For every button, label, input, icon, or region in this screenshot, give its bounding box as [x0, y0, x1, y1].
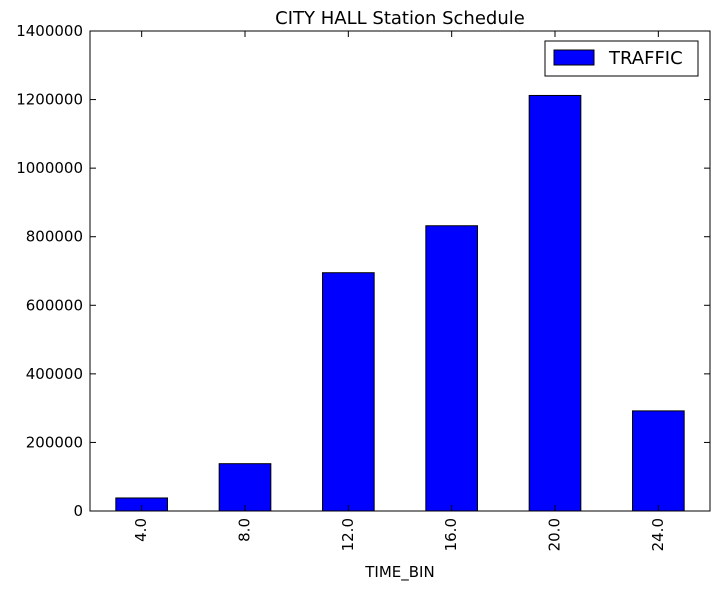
x-tick-label-16.0: 16.0: [442, 518, 460, 551]
y-tick-label-1000000: 1000000: [16, 159, 83, 177]
y-tick-label-600000: 600000: [26, 296, 83, 314]
legend-label: TRAFFIC: [608, 48, 683, 69]
chart-title: CITY HALL Station Schedule: [275, 8, 525, 29]
y-tick-label-800000: 800000: [26, 228, 83, 246]
bar-8.0: [218, 463, 272, 512]
legend-swatch: [553, 49, 595, 66]
x-tick-label-8.0: 8.0: [236, 518, 254, 542]
y-axis: 0 200000 400000 600000 800000 1000000 1200000 1…: [16, 22, 710, 520]
legend: TRAFFIC: [544, 40, 699, 77]
bar-12.0: [322, 272, 375, 512]
y-tick-label-400000: 400000: [26, 365, 83, 383]
x-axis-label: TIME_BIN: [364, 563, 434, 582]
x-tick-label-12.0: 12.0: [339, 518, 357, 551]
bars-group: [115, 94, 685, 512]
bar-24.0: [632, 410, 685, 512]
bar-20.0: [528, 94, 582, 512]
y-tick-label-200000: 200000: [26, 433, 83, 451]
y-tick-label-1200000: 1200000: [16, 91, 83, 109]
x-axis: 4.0 8.0 12.0 16.0 20.0 24.0: [132, 31, 667, 551]
x-tick-label-24.0: 24.0: [649, 518, 667, 551]
bar-16.0: [425, 225, 479, 512]
y-tick-label-0: 0: [73, 502, 83, 520]
y-tick-label-1400000: 1400000: [16, 22, 83, 40]
x-tick-label-20.0: 20.0: [546, 518, 564, 551]
x-tick-label-4.0: 4.0: [132, 518, 150, 542]
plot-frame: [89, 30, 711, 512]
